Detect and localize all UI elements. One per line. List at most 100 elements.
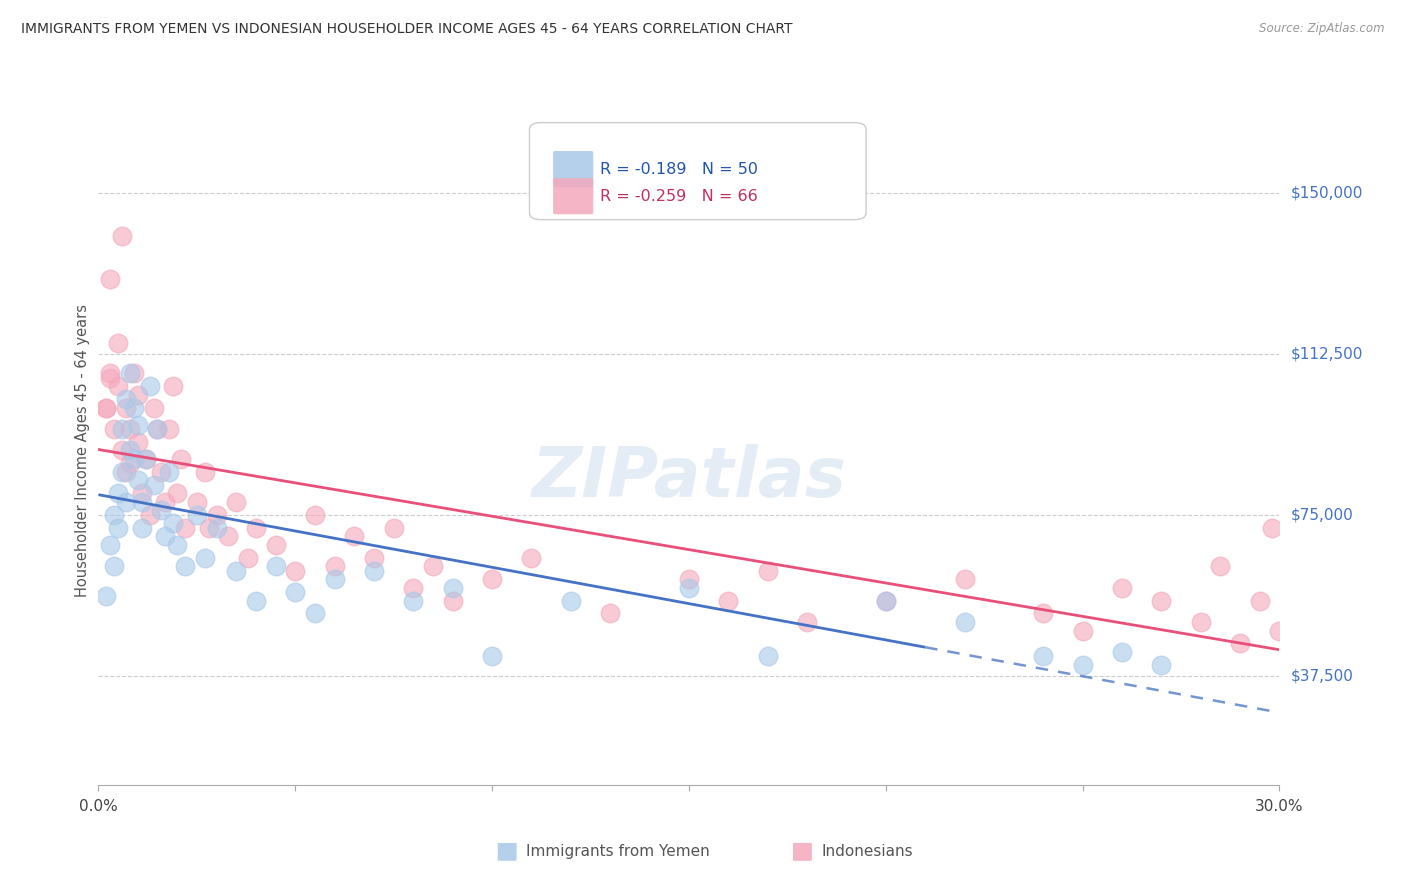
Point bbox=[174, 559, 197, 574]
Point bbox=[1071, 624, 1094, 638]
Point bbox=[245, 593, 267, 607]
Point bbox=[122, 401, 145, 415]
Text: $75,000: $75,000 bbox=[1291, 508, 1354, 523]
Point bbox=[103, 559, 125, 574]
Point bbox=[131, 495, 153, 509]
Point bbox=[96, 401, 118, 415]
Point bbox=[155, 495, 177, 509]
Point bbox=[150, 465, 173, 479]
FancyBboxPatch shape bbox=[553, 151, 593, 187]
Point bbox=[1229, 636, 1251, 650]
Point bbox=[138, 508, 160, 522]
Point bbox=[186, 495, 208, 509]
Point bbox=[284, 585, 307, 599]
Point bbox=[402, 581, 425, 595]
Point bbox=[363, 550, 385, 565]
Point bbox=[875, 593, 897, 607]
Point bbox=[131, 486, 153, 500]
Point bbox=[953, 615, 976, 629]
Point bbox=[107, 379, 129, 393]
FancyBboxPatch shape bbox=[553, 178, 593, 214]
Point bbox=[111, 422, 134, 436]
Point bbox=[323, 572, 346, 586]
Point bbox=[402, 593, 425, 607]
Point bbox=[205, 508, 228, 522]
Point bbox=[217, 529, 239, 543]
Point bbox=[155, 529, 177, 543]
Point bbox=[756, 564, 779, 578]
Point bbox=[103, 422, 125, 436]
Point bbox=[150, 503, 173, 517]
Point bbox=[1260, 521, 1282, 535]
Point bbox=[131, 521, 153, 535]
Point bbox=[111, 229, 134, 244]
Point bbox=[197, 521, 219, 535]
Point bbox=[162, 516, 184, 531]
Point bbox=[756, 649, 779, 664]
Point bbox=[422, 559, 444, 574]
Point bbox=[166, 538, 188, 552]
Point bbox=[1150, 593, 1173, 607]
Point bbox=[441, 593, 464, 607]
Point bbox=[166, 486, 188, 500]
Point bbox=[194, 550, 217, 565]
Point bbox=[127, 387, 149, 401]
Point bbox=[236, 550, 259, 565]
Point bbox=[146, 422, 169, 436]
Point bbox=[135, 452, 157, 467]
Point bbox=[225, 564, 247, 578]
Point bbox=[225, 495, 247, 509]
Point bbox=[284, 564, 307, 578]
Point bbox=[107, 486, 129, 500]
Point bbox=[382, 521, 405, 535]
Point bbox=[118, 443, 141, 458]
Text: $112,500: $112,500 bbox=[1291, 346, 1362, 361]
Point bbox=[122, 366, 145, 380]
Point bbox=[1249, 593, 1271, 607]
Point bbox=[146, 422, 169, 436]
Text: R = -0.259   N = 66: R = -0.259 N = 66 bbox=[600, 189, 758, 203]
Point bbox=[304, 607, 326, 621]
Point bbox=[678, 572, 700, 586]
Point bbox=[118, 456, 141, 470]
Point bbox=[98, 538, 121, 552]
Point bbox=[142, 401, 165, 415]
Point bbox=[118, 422, 141, 436]
Point bbox=[98, 272, 121, 286]
Point bbox=[127, 434, 149, 449]
Point bbox=[107, 336, 129, 351]
Point bbox=[142, 477, 165, 491]
Point bbox=[98, 366, 121, 380]
Point bbox=[875, 593, 897, 607]
Point bbox=[170, 452, 193, 467]
Point bbox=[599, 607, 621, 621]
Point bbox=[138, 379, 160, 393]
Point bbox=[122, 452, 145, 467]
Point bbox=[717, 593, 740, 607]
Point bbox=[304, 508, 326, 522]
Point bbox=[127, 474, 149, 488]
Point bbox=[103, 508, 125, 522]
Point bbox=[1189, 615, 1212, 629]
Point bbox=[118, 366, 141, 380]
Point bbox=[953, 572, 976, 586]
Point bbox=[264, 559, 287, 574]
Point bbox=[115, 465, 138, 479]
Point bbox=[1209, 559, 1232, 574]
Point bbox=[678, 581, 700, 595]
Point bbox=[135, 452, 157, 467]
Text: $37,500: $37,500 bbox=[1291, 668, 1354, 683]
Point bbox=[96, 589, 118, 603]
Point bbox=[441, 581, 464, 595]
Point bbox=[245, 521, 267, 535]
Point bbox=[115, 401, 138, 415]
Point bbox=[481, 649, 503, 664]
Point bbox=[107, 521, 129, 535]
Point bbox=[186, 508, 208, 522]
Point bbox=[96, 401, 118, 415]
Point bbox=[98, 370, 121, 384]
Text: ZIPatlas: ZIPatlas bbox=[531, 443, 846, 511]
Point bbox=[481, 572, 503, 586]
Point bbox=[363, 564, 385, 578]
Point bbox=[520, 550, 543, 565]
